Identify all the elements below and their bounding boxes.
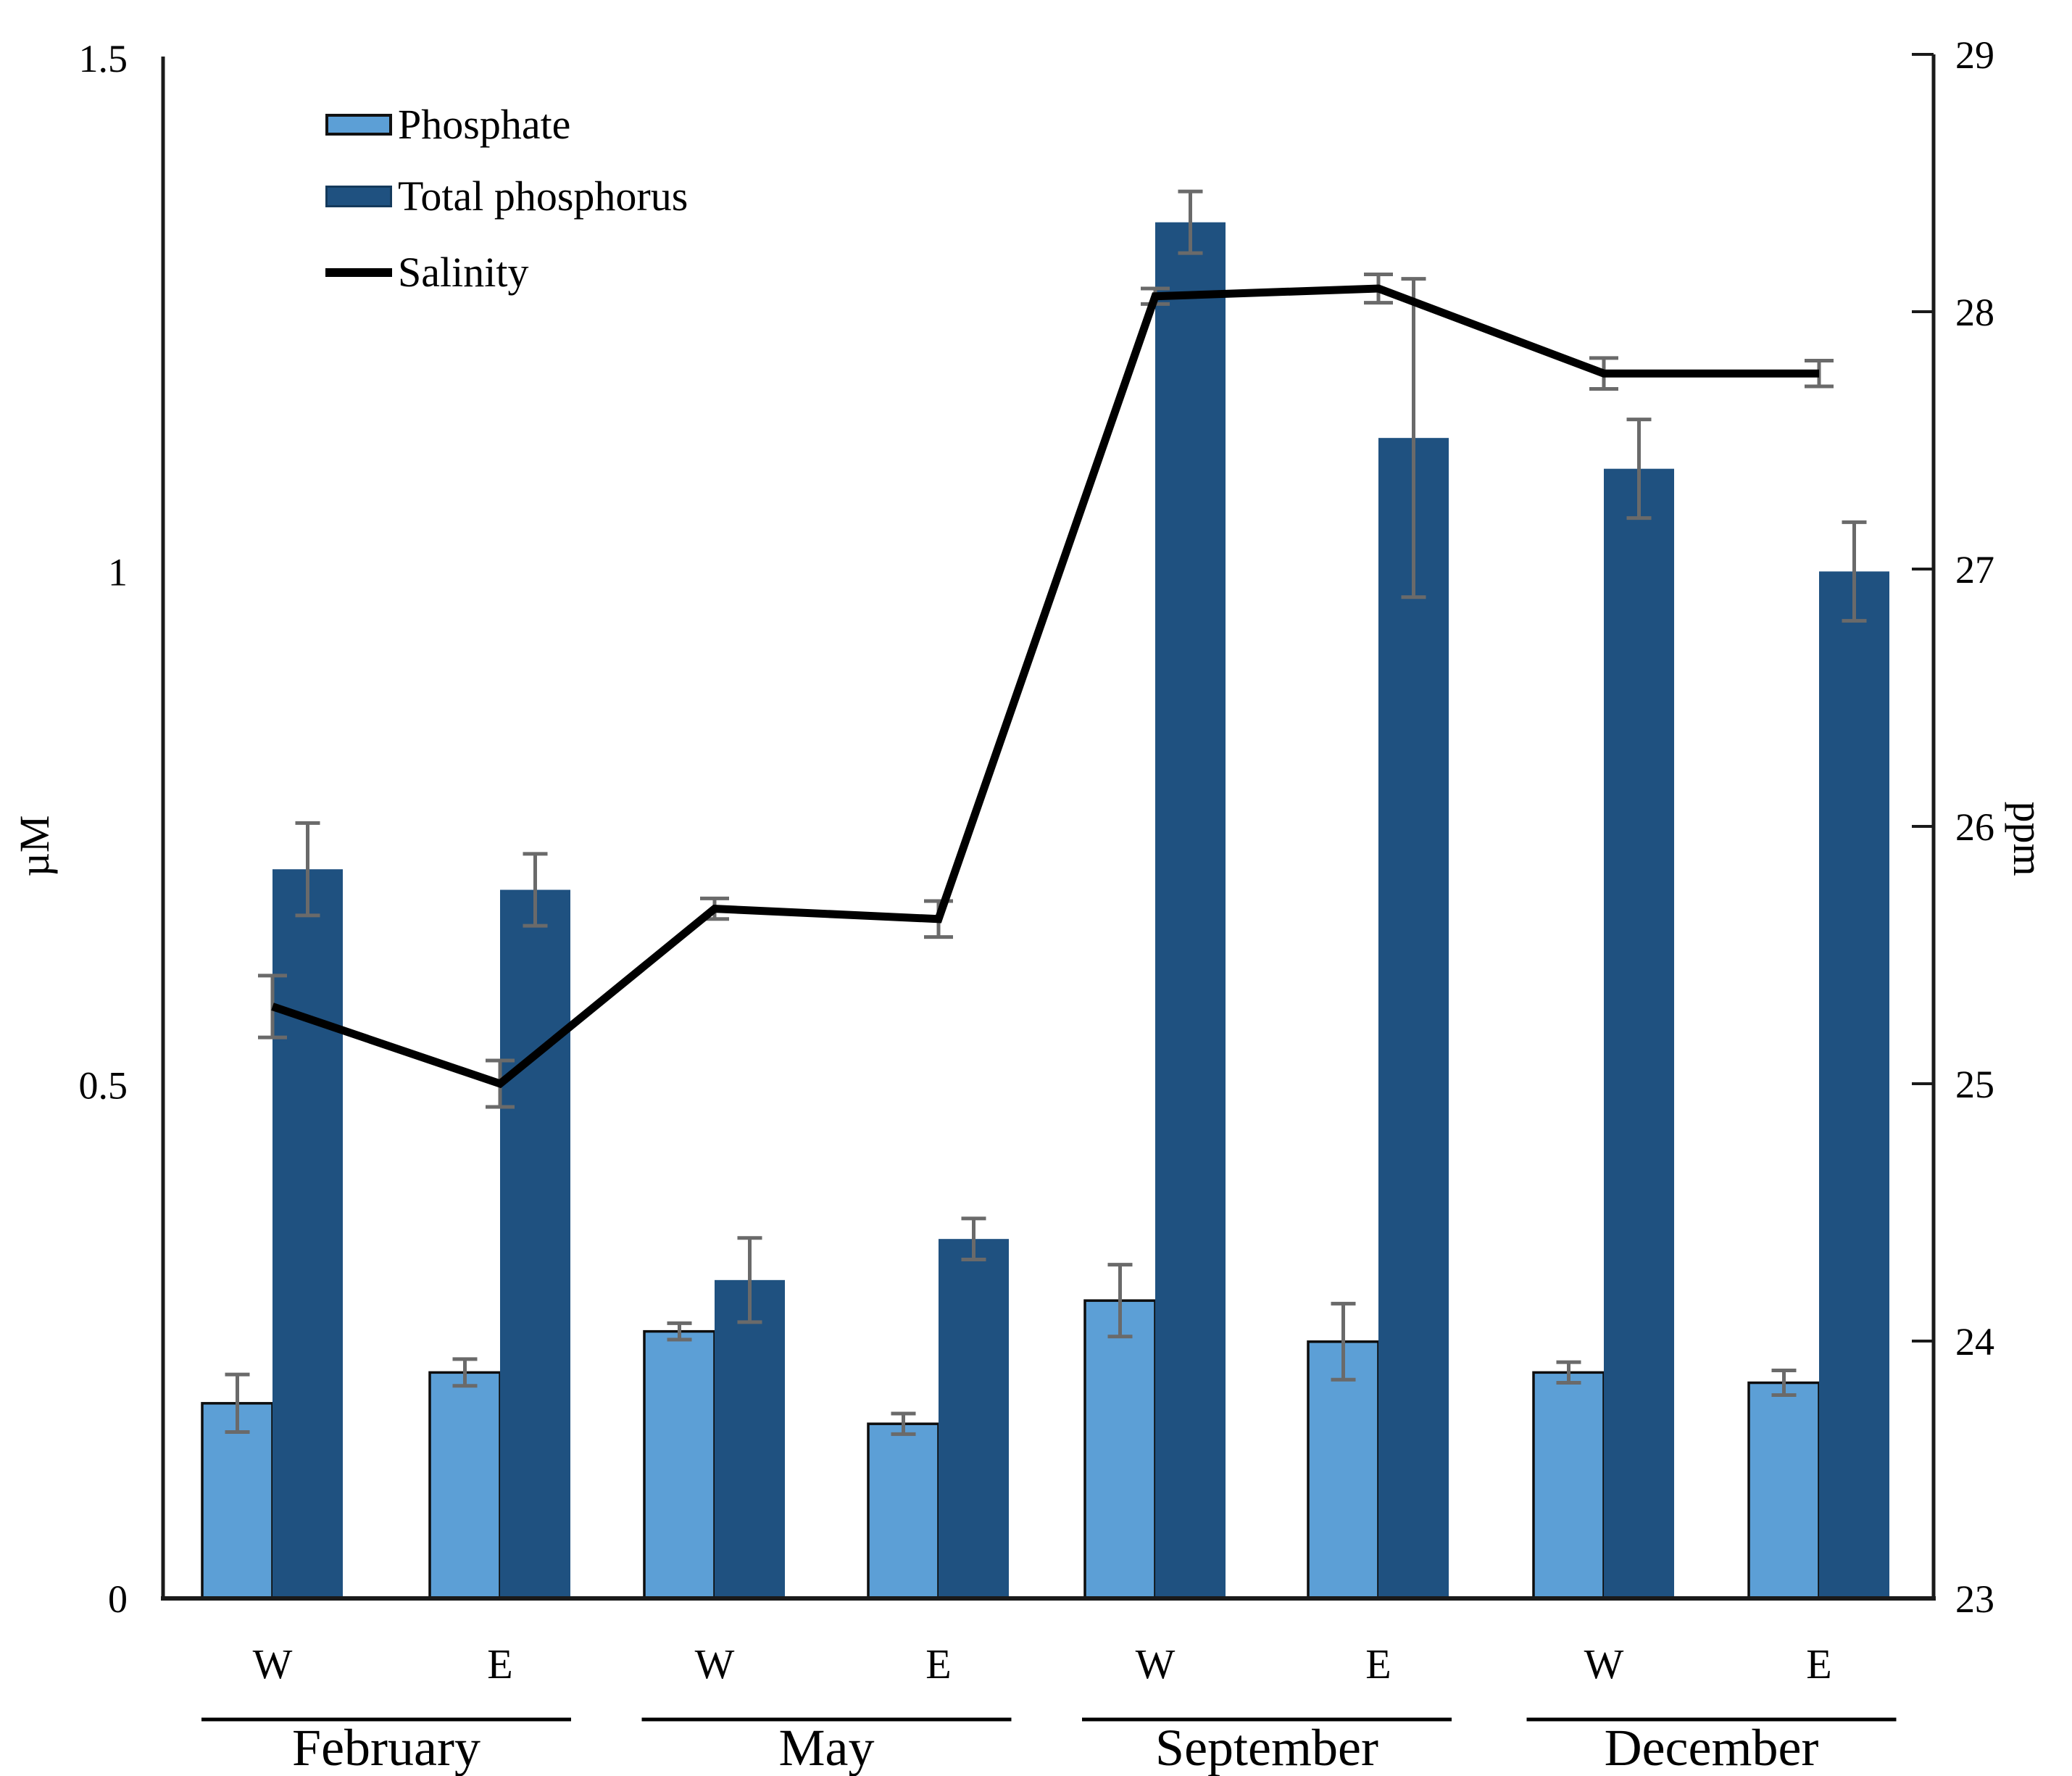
bar-phosphate xyxy=(428,1371,502,1600)
bar-phosphate xyxy=(867,1422,940,1600)
bar-phosphate xyxy=(1747,1381,1821,1600)
left-axis-tick-label: 0.5 xyxy=(79,1064,128,1108)
right-axis-tick-label: 28 xyxy=(1955,291,1994,334)
right-axis-tick-label: 26 xyxy=(1955,805,1994,849)
site-label: W xyxy=(253,1640,293,1688)
bar-phosphate xyxy=(643,1329,716,1600)
bar-total-phosphorus xyxy=(715,1279,785,1598)
left-axis-tick-label: 0 xyxy=(108,1577,128,1621)
right-axis-tick-label: 23 xyxy=(1955,1577,1994,1621)
bar-total-phosphorus xyxy=(500,889,570,1598)
right-axis-tick-label: 29 xyxy=(1955,33,1994,77)
bar-total-phosphorus xyxy=(939,1239,1009,1598)
month-label: September xyxy=(1155,1719,1378,1776)
bar-total-phosphorus xyxy=(1155,222,1226,1598)
month-label: February xyxy=(292,1719,480,1776)
right-axis-tick-label: 25 xyxy=(1955,1063,1994,1106)
site-label: W xyxy=(1136,1640,1176,1688)
site-label: E xyxy=(1365,1640,1391,1688)
bar-phosphate xyxy=(1532,1371,1605,1600)
bar-total-phosphorus xyxy=(1819,571,1889,1598)
right-axis-title: ppm xyxy=(2005,801,2052,876)
site-label: W xyxy=(695,1640,735,1688)
bar-phosphate xyxy=(1083,1299,1157,1600)
salinity-line xyxy=(271,284,1819,1089)
site-label: E xyxy=(487,1640,512,1688)
left-axis-tick-label: 1 xyxy=(108,550,128,594)
month-label: December xyxy=(1605,1719,1819,1776)
right-axis-tick-label: 27 xyxy=(1955,548,1994,592)
bar-total-phosphorus xyxy=(272,869,343,1598)
site-label: E xyxy=(925,1640,951,1688)
right-axis-tick-label: 24 xyxy=(1955,1320,1994,1364)
bar-total-phosphorus xyxy=(1604,468,1674,1598)
site-label: W xyxy=(1584,1640,1624,1688)
left-axis-tick-label: 1.5 xyxy=(79,37,128,80)
left-axis-title: µM xyxy=(11,815,58,877)
site-label: E xyxy=(1806,1640,1831,1688)
bar-total-phosphorus xyxy=(1378,438,1449,1599)
month-label: May xyxy=(779,1719,875,1776)
bar-phosphate xyxy=(201,1402,274,1600)
